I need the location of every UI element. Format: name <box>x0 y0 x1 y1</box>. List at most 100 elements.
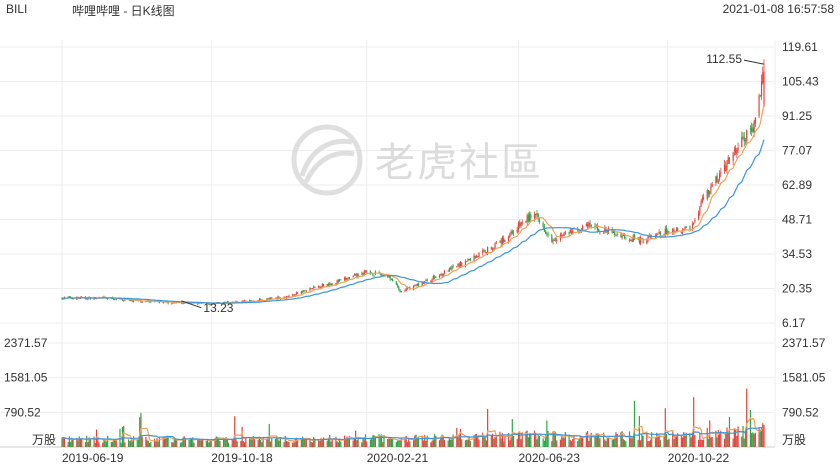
volume-bar <box>292 442 294 447</box>
volume-bar <box>620 432 622 447</box>
candle-body <box>561 235 563 236</box>
candle-body <box>405 288 407 291</box>
volume-bar <box>408 438 410 447</box>
candle-body <box>288 295 290 298</box>
candle-body <box>521 221 523 224</box>
volume-bar <box>685 432 687 447</box>
volume-bar <box>131 441 133 447</box>
volume-bar <box>70 441 72 447</box>
candle-body <box>258 298 260 301</box>
candle-body <box>754 117 756 124</box>
candle-body <box>475 256 478 258</box>
candle-body <box>640 237 642 244</box>
candle-body <box>348 277 351 279</box>
volume-bar <box>763 425 765 447</box>
volume-bar <box>145 436 147 447</box>
candle-body <box>590 225 592 227</box>
volume-bar <box>473 435 475 447</box>
volume-bar <box>155 440 157 447</box>
volume-bar <box>76 438 78 447</box>
volume-bar <box>516 438 518 447</box>
volume-bar <box>701 439 703 447</box>
volume-bar <box>572 438 574 447</box>
candle-body <box>614 231 616 235</box>
candle-body <box>611 229 613 234</box>
candle-body <box>458 264 460 267</box>
candle-body <box>87 297 89 300</box>
volume-bar <box>732 438 734 447</box>
candle-body <box>615 235 617 236</box>
candle-body <box>625 238 627 240</box>
candle-body <box>716 175 718 183</box>
candle-body <box>303 290 305 293</box>
volume-bar <box>710 437 712 447</box>
volume-bar <box>431 440 433 447</box>
candle-body <box>630 239 632 241</box>
candle-body <box>356 273 358 277</box>
candle-body <box>753 121 755 132</box>
volume-bar <box>578 438 580 447</box>
volume-bar <box>553 433 555 447</box>
volume-bar <box>215 436 217 447</box>
volume-bar <box>340 441 342 447</box>
candle-body <box>537 214 539 220</box>
volume-bar <box>300 438 302 447</box>
candle-body <box>86 298 88 300</box>
candle-body <box>509 234 511 237</box>
volume-bar <box>547 431 549 447</box>
candle-body <box>447 270 449 272</box>
candle-body <box>546 233 548 235</box>
volume-bar <box>718 432 721 447</box>
volume-bar <box>580 436 583 447</box>
volume-bar <box>337 442 339 447</box>
candle-body <box>677 228 679 233</box>
candle-body <box>366 271 368 273</box>
candle-body <box>442 273 444 277</box>
candle-body <box>533 213 536 219</box>
volume-bar <box>478 439 480 447</box>
volume-bar <box>147 440 149 447</box>
volume-bar <box>699 434 701 447</box>
volume-bar <box>278 440 280 447</box>
price-tick-label: 91.25 <box>782 109 812 123</box>
volume-bar <box>63 437 66 447</box>
candle-body <box>141 302 143 303</box>
price-tick-label: 105.43 <box>782 75 819 89</box>
candle-body <box>737 147 739 151</box>
volume-bar <box>226 439 228 447</box>
date-axis: 2019-06-19 2019-10-18 2020-02-21 2020-06-23… <box>62 451 729 465</box>
candle-body <box>700 201 702 207</box>
volume-bar <box>111 441 114 447</box>
volume-bar <box>346 436 348 447</box>
candle-body <box>657 233 659 235</box>
volume-bar <box>452 434 454 447</box>
volume-bar <box>559 439 562 447</box>
candle-body <box>701 197 703 203</box>
volume-bar <box>120 442 122 447</box>
volume-bar <box>232 440 235 447</box>
volume-bar <box>71 437 73 447</box>
candle-body <box>632 235 634 242</box>
volume-bar <box>552 431 554 447</box>
candle-body <box>673 229 675 233</box>
candle-body <box>709 190 711 195</box>
candle-body <box>72 298 74 300</box>
volume-bar <box>338 438 341 447</box>
candle-body <box>438 275 441 278</box>
candle-body <box>572 230 574 233</box>
volume-bar <box>305 438 307 447</box>
volume-bar <box>422 440 425 447</box>
candle-body <box>287 296 289 298</box>
volume-bar <box>641 434 643 447</box>
candle-body <box>473 255 475 261</box>
candle-body <box>322 283 325 287</box>
volume-bar <box>352 440 354 447</box>
volume-bar <box>586 431 589 447</box>
volume-bar <box>190 438 193 447</box>
volume-bar <box>261 442 263 447</box>
volume-bar <box>200 438 203 447</box>
volume-bar <box>664 408 666 447</box>
candle-body <box>667 231 669 235</box>
volume-bar <box>459 428 462 447</box>
volume-bar <box>199 439 201 447</box>
